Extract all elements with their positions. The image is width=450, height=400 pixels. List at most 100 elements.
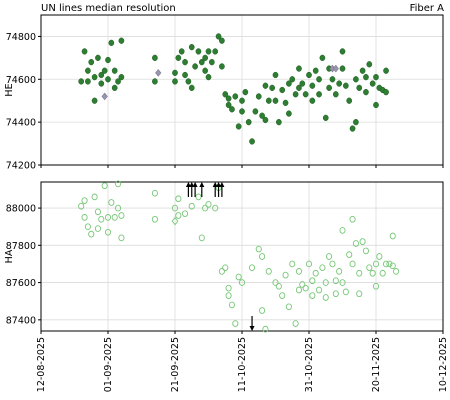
out-of-range-arrowhead	[185, 182, 191, 187]
he-point	[192, 63, 198, 70]
he-point	[222, 91, 229, 98]
he-point	[259, 112, 265, 119]
ha-point	[225, 284, 232, 292]
ha-point	[336, 268, 343, 275]
ha-ylabel: HA	[4, 249, 15, 263]
ha-point	[118, 234, 125, 242]
he-point-diamond	[101, 92, 108, 101]
he-point	[225, 101, 232, 109]
he-point	[178, 48, 185, 55]
he-point	[276, 118, 282, 126]
he-point	[326, 84, 332, 92]
he-point	[85, 67, 91, 74]
he-point	[363, 73, 369, 81]
he-point	[289, 76, 296, 83]
he-point	[239, 108, 245, 115]
out-of-range-arrowhead	[219, 182, 225, 187]
ha-point	[81, 214, 88, 221]
ha-point	[259, 307, 266, 314]
he-point	[363, 88, 369, 96]
he-point	[78, 78, 85, 85]
ha-point	[352, 240, 359, 247]
ha-point	[202, 204, 209, 212]
he-point	[232, 93, 239, 100]
ha-point	[379, 269, 386, 277]
he-point	[205, 48, 212, 55]
he-point	[373, 101, 379, 109]
fiber-label: Fiber A	[409, 3, 444, 14]
he-point	[356, 84, 363, 92]
ha-point	[98, 215, 105, 223]
ha-point	[349, 215, 356, 223]
ha-point	[255, 245, 262, 253]
ha-point	[295, 286, 303, 294]
ha-point	[188, 202, 195, 210]
ha-point	[346, 251, 353, 258]
he-point	[329, 76, 336, 83]
he-point	[98, 71, 105, 79]
he-point	[188, 84, 195, 92]
ha-point	[235, 273, 242, 281]
he-point	[383, 88, 389, 96]
he-point	[286, 80, 292, 87]
he-point	[373, 73, 379, 81]
he-point	[81, 48, 88, 55]
he-point	[336, 80, 342, 87]
he-point	[182, 58, 188, 66]
he-point	[255, 93, 262, 100]
he-point	[322, 114, 329, 122]
ha-point	[81, 197, 88, 204]
he-point	[105, 76, 111, 83]
he-point	[309, 82, 316, 89]
ha-point	[359, 238, 366, 245]
he-point	[205, 73, 212, 81]
ha-point	[115, 180, 122, 188]
he-point	[172, 69, 178, 77]
ha-point	[289, 260, 296, 268]
ha-point	[356, 290, 363, 298]
ha-point	[295, 268, 303, 275]
ha-point	[175, 195, 182, 203]
out-of-range-arrowhead	[249, 326, 255, 331]
he-point	[252, 108, 259, 115]
out-of-range-arrowhead	[199, 182, 205, 187]
ha-point	[382, 260, 390, 268]
he-point	[245, 118, 252, 126]
x-tick-label: 11-10-2025	[237, 337, 248, 392]
ha-point	[218, 268, 225, 275]
ha-point	[366, 264, 373, 272]
ha-point	[282, 271, 289, 279]
ha-point	[279, 292, 286, 299]
he-ylabel: HE	[4, 83, 15, 96]
he-point	[209, 58, 215, 66]
he-point	[118, 37, 125, 44]
ha-point	[175, 212, 182, 219]
ha-ytick-label: 87800	[6, 241, 36, 252]
ha-point	[104, 228, 112, 236]
ha-point	[94, 208, 101, 216]
he-point	[353, 76, 359, 83]
he-point	[366, 61, 373, 68]
ha-point	[339, 279, 346, 286]
x-tick-label: 01-09-2025	[103, 337, 114, 392]
ha-point	[305, 260, 313, 268]
he-point	[265, 97, 272, 104]
ha-point	[118, 212, 125, 219]
he-point	[152, 54, 158, 62]
ha-point	[356, 269, 363, 277]
ha-point	[369, 269, 376, 277]
ha-point	[151, 215, 158, 223]
he-point	[339, 65, 346, 72]
he-point	[312, 67, 319, 74]
x-tick-label: 10-12-2025	[438, 337, 449, 392]
he-point	[343, 82, 349, 89]
he-point	[242, 88, 249, 96]
ha-point	[326, 253, 333, 260]
he-point	[202, 67, 208, 74]
he-point	[353, 118, 359, 126]
ha-point	[115, 204, 122, 212]
ha-point	[292, 320, 299, 327]
he-point	[239, 97, 245, 104]
he-point	[383, 67, 389, 74]
ha-point	[272, 279, 279, 286]
